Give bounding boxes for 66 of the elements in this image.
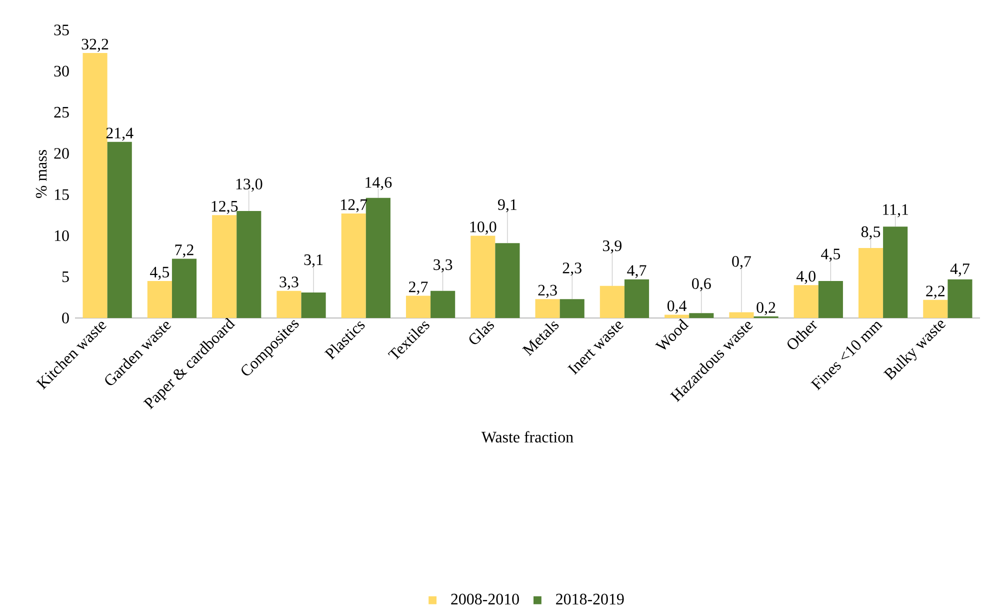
data-label: 4,5 [821,248,840,262]
bar [341,213,366,318]
data-label: 2,3 [538,284,557,298]
data-label: 32,2 [82,38,108,52]
bar [470,236,496,318]
y-tick-label: 20 [54,148,69,159]
data-label: 3,9 [602,240,622,254]
bar [147,280,172,318]
data-label: 0,6 [692,278,711,292]
data-label: 3,3 [280,276,298,290]
legend-label: 2008-2010 [451,594,519,605]
bar [664,314,690,318]
bar [923,300,948,318]
bar [82,53,108,318]
y-tick-label: 0 [62,312,69,324]
data-label: 4,7 [627,265,646,278]
bar [236,211,262,318]
y-tick-label: 35 [54,24,69,36]
legend-label: 2018-2019 [556,594,624,605]
bar [301,292,326,318]
bar [794,285,818,318]
bar [107,142,132,318]
bar [948,279,972,318]
data-label: 9,1 [498,199,516,212]
data-label: 3,3 [434,259,452,272]
data-label: 0,7 [732,256,751,270]
data-label: 4,0 [796,270,816,284]
bar [600,286,624,318]
data-label: 4,5 [150,266,170,280]
data-label: 2,7 [409,282,428,295]
data-label: 2,3 [562,262,582,276]
data-label: 11,1 [883,204,908,218]
bar [495,243,520,318]
bar [212,215,237,318]
data-label: 14,6 [366,177,392,190]
data-label: 7,2 [175,244,194,258]
bar [883,226,908,318]
y-tick-label: 25 [54,106,69,118]
bar [366,198,390,318]
data-label: 12,5 [212,200,238,214]
data-label: 0,4 [667,300,687,314]
y-tick-label: 15 [54,189,69,200]
data-label: 2,2 [926,286,944,299]
bar [535,299,560,318]
data-label: 8,5 [861,226,880,240]
bar [276,290,302,318]
x-axis-title: Waste fraction [481,431,574,443]
bar [560,299,584,318]
bar [858,248,884,318]
data-label: 13,0 [236,178,262,192]
y-tick-label: 5 [62,272,69,282]
bar [689,313,714,318]
bar [430,290,456,318]
bar [624,279,650,318]
data-label: 10,0 [470,221,496,235]
y-tick-label: 30 [54,66,69,77]
bar [818,280,843,318]
y-axis-title: % mass [36,150,47,198]
data-label: 0,2 [756,302,776,316]
y-tick-label: 10 [54,230,69,242]
bar [406,296,431,318]
bar [729,312,754,318]
data-label: 4,7 [950,264,970,276]
data-label: 3,1 [304,254,323,268]
bar [172,258,197,318]
x-tick-label: Glas [469,321,494,344]
